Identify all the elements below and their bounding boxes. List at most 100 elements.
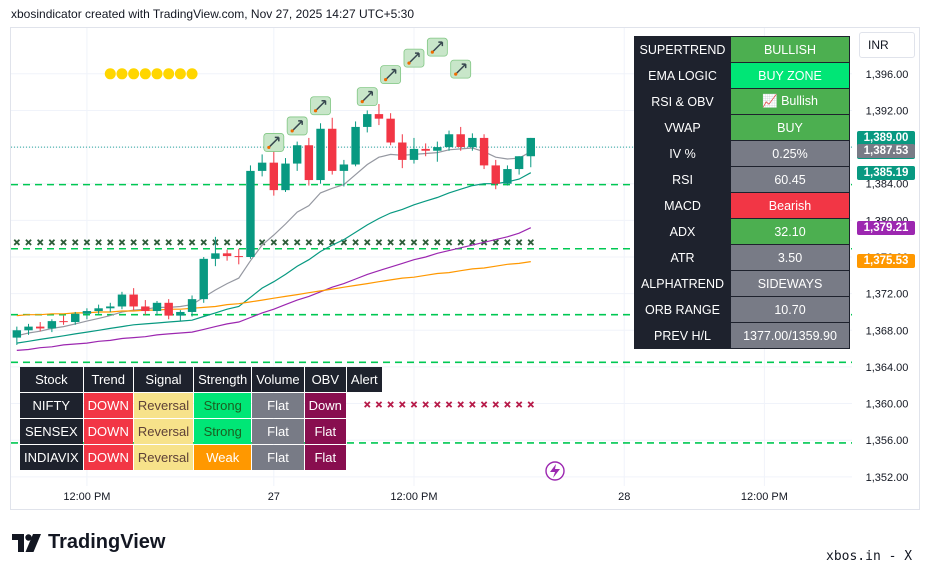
info-value: Bearish bbox=[731, 193, 849, 218]
info-row: EMA LOGIC BUY ZONE bbox=[635, 63, 849, 88]
x-tick-label: 12:00 PM bbox=[741, 491, 788, 503]
y-tick-label: 1,372.00 bbox=[866, 289, 909, 301]
candle-body bbox=[409, 148, 419, 160]
cross-marker bbox=[305, 239, 313, 246]
currency-selector[interactable]: INR bbox=[859, 32, 915, 58]
price-tag: 1,375.53 bbox=[857, 254, 915, 269]
cross-marker bbox=[25, 239, 32, 246]
alert-bolt-icon[interactable] bbox=[545, 461, 565, 481]
candle-body bbox=[246, 170, 255, 257]
rocket-signal-icon bbox=[403, 48, 425, 68]
candle-body bbox=[35, 326, 45, 329]
stock-table-header-cell: Alert bbox=[346, 367, 382, 392]
ema-line bbox=[16, 172, 532, 344]
yellow-dot-marker bbox=[151, 68, 163, 80]
cross-marker bbox=[107, 239, 114, 246]
info-key: ALPHATREND bbox=[635, 271, 730, 296]
x-tick-label: 27 bbox=[268, 491, 280, 503]
cross-marker bbox=[130, 239, 137, 246]
candle-body bbox=[421, 148, 430, 151]
rocket-signal-icon bbox=[450, 59, 472, 79]
cross-marker bbox=[235, 239, 243, 246]
rocket-signal-icon bbox=[286, 116, 308, 136]
candle-body bbox=[82, 311, 92, 314]
cross-marker bbox=[13, 239, 21, 246]
stock-table-cell: SENSEX bbox=[20, 419, 83, 444]
info-row: ADX 32.10 bbox=[635, 219, 849, 244]
candle-body bbox=[106, 306, 115, 309]
y-tick-label: 1,368.00 bbox=[866, 325, 909, 337]
cross-marker bbox=[48, 239, 56, 246]
price-tag: 1,379.21 bbox=[857, 220, 915, 235]
stock-table-cell: Reversal bbox=[133, 419, 194, 444]
cross-marker bbox=[60, 239, 67, 246]
y-tick-label: 1,352.00 bbox=[866, 472, 909, 484]
info-value: 📈 Bullish bbox=[731, 89, 849, 114]
cross-marker bbox=[434, 239, 441, 246]
ema-line bbox=[16, 147, 532, 337]
info-value: BULLISH bbox=[731, 37, 849, 62]
cross-marker bbox=[72, 239, 79, 246]
stock-table-cell: Down bbox=[304, 393, 346, 418]
yellow-dot-marker bbox=[139, 68, 151, 80]
x-tick-label: 12:00 PM bbox=[63, 491, 110, 503]
x-tick-label: 12:00 PM bbox=[390, 491, 437, 503]
cross-marker bbox=[36, 239, 44, 246]
stock-table-cell: Strong bbox=[194, 419, 252, 444]
cross-marker bbox=[165, 239, 172, 246]
candle-body bbox=[141, 306, 150, 312]
cross-marker bbox=[527, 401, 535, 408]
signal-markers bbox=[104, 37, 472, 152]
stock-table-cell: NIFTY bbox=[20, 393, 83, 418]
candle-body bbox=[281, 163, 290, 191]
candle-body bbox=[328, 128, 337, 171]
cross-marker bbox=[504, 401, 511, 408]
cross-marker bbox=[422, 239, 429, 246]
candle-body bbox=[176, 311, 185, 316]
candle-body bbox=[292, 145, 302, 164]
candle-body bbox=[187, 299, 197, 312]
y-tick-label: 1,396.00 bbox=[866, 69, 909, 81]
candle-body bbox=[514, 156, 524, 170]
tradingview-brand-text: TradingView bbox=[48, 531, 166, 553]
candle-body bbox=[526, 137, 535, 157]
candle-body bbox=[152, 302, 162, 312]
stock-table-header-cell: Volume bbox=[252, 367, 304, 392]
info-key: VWAP bbox=[635, 115, 730, 140]
x-axis: 12:00 PM 27 12:00 PM 28 12:00 PM bbox=[63, 491, 788, 503]
candle-body bbox=[234, 256, 243, 258]
stock-table-row: SENSEX DOWN Reversal Strong Flat Flat bbox=[20, 419, 382, 444]
rocket-signal-icon bbox=[263, 133, 285, 152]
price-tag: 1,385.19 bbox=[857, 165, 915, 180]
info-key: ADX bbox=[635, 219, 730, 244]
tradingview-logo-icon bbox=[12, 533, 41, 552]
stock-table-cell: Flat bbox=[252, 419, 304, 444]
candle-body bbox=[351, 126, 360, 165]
info-value: 10.70 bbox=[731, 297, 849, 322]
cross-marker bbox=[317, 239, 324, 246]
cross-marker bbox=[515, 239, 523, 246]
cross-marker bbox=[410, 239, 418, 246]
candle-body bbox=[316, 128, 325, 181]
stock-status-table: Stock Trend Signal Strength Volume OBV Alert NI… bbox=[19, 366, 383, 471]
stock-table-row: INDIAVIX DOWN Reversal Weak Flat Flat bbox=[20, 445, 382, 470]
candle-body bbox=[433, 147, 442, 151]
cross-marker bbox=[469, 401, 476, 408]
candle-body bbox=[444, 134, 454, 148]
candle-body bbox=[129, 294, 138, 307]
cross-marker bbox=[504, 239, 511, 246]
chart-header-title: xbosindicator created with TradingView.c… bbox=[11, 7, 415, 21]
tradingview-logo[interactable]: TradingView bbox=[12, 531, 165, 554]
candle-body bbox=[468, 137, 477, 148]
rocket-signal-icon bbox=[426, 37, 448, 57]
x-tick-label: 28 bbox=[618, 491, 630, 503]
info-value: 1377.00/1359.90 bbox=[731, 323, 849, 348]
candle-body bbox=[71, 313, 80, 323]
info-key: RSI bbox=[635, 167, 730, 192]
info-row: ORB RANGE 10.70 bbox=[635, 297, 849, 322]
candle-body bbox=[479, 137, 489, 166]
y-tick-label: 1,364.00 bbox=[866, 362, 909, 374]
cross-marker bbox=[387, 401, 394, 408]
yellow-dot-marker bbox=[174, 68, 186, 80]
